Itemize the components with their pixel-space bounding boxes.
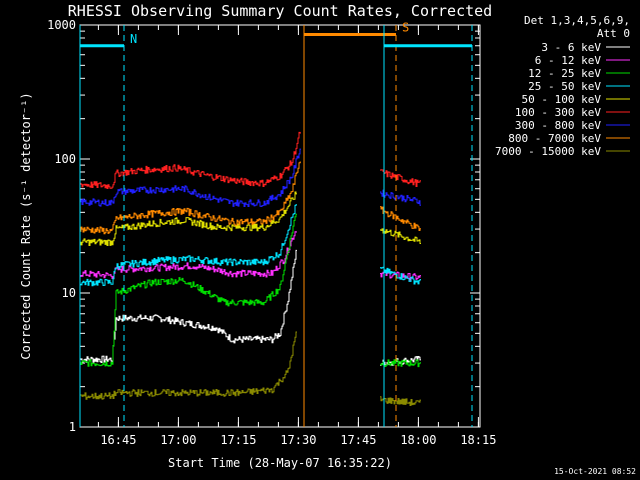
- chart-title: RHESSI Observing Summary Count Rates, Co…: [68, 2, 492, 20]
- series-line: [380, 206, 421, 231]
- y-axis-label: Corrected Count Rate (s⁻¹ detector⁻¹): [19, 92, 33, 359]
- series-line: [380, 359, 421, 368]
- legend-label: 25 - 50 keV: [528, 80, 601, 93]
- series-line: [80, 191, 297, 246]
- annotation-saa: S: [303, 20, 409, 427]
- series-line: [380, 169, 421, 187]
- series-7000-15000-kev: [80, 331, 421, 406]
- x-axis-ticks: 16:45 17:00 17:15 17:30 17:45 18:00 18:15: [97, 25, 496, 447]
- legend-label: 50 - 100 keV: [522, 93, 602, 106]
- x-axis-label: Start Time (28-May-07 16:35:22): [168, 456, 392, 470]
- x-tick-label: 18:00: [400, 433, 436, 447]
- legend-header-line-1: Det 1,3,4,5,6,9,: [524, 14, 630, 27]
- series-50-100-kev: [80, 191, 421, 246]
- series-100-300-kev: [80, 131, 421, 189]
- y-tick-label: 1000: [47, 18, 76, 32]
- legend-label: 6 - 12 keV: [535, 54, 602, 67]
- series-300-800-kev: [80, 148, 421, 207]
- series-line: [80, 131, 301, 189]
- annotation-night: N: [79, 25, 137, 427]
- y-axis-ticks: 1 10 100 1000: [47, 18, 480, 434]
- x-tick-label: 17:30: [280, 433, 316, 447]
- x-tick-label: 17:00: [160, 433, 196, 447]
- y-tick-label: 100: [54, 152, 76, 166]
- x-tick-label: 16:45: [100, 433, 136, 447]
- series-line: [380, 266, 421, 285]
- x-tick-label: 18:15: [460, 433, 496, 447]
- legend-header-line-2: Att 0: [597, 27, 630, 40]
- legend-label: 12 - 25 keV: [528, 67, 601, 80]
- series-line: [380, 189, 421, 206]
- legend-label: 100 - 300 keV: [515, 106, 601, 119]
- series-layer: [80, 131, 421, 406]
- legend-label: 3 - 6 keV: [541, 41, 601, 54]
- series-line: [380, 396, 421, 406]
- series-line: [80, 213, 297, 367]
- series-12-25-kev: [80, 213, 421, 368]
- legend-label: 800 - 7000 keV: [508, 132, 601, 145]
- series-line: [80, 204, 297, 287]
- y-tick-label: 1: [69, 420, 76, 434]
- x-tick-label: 17:45: [340, 433, 376, 447]
- series-line: [80, 161, 301, 235]
- series-25-50-kev: [80, 204, 421, 287]
- annotation-label: N: [130, 32, 137, 46]
- footer-timestamp: 15-Oct-2021 08:52: [554, 467, 636, 476]
- series-line: [80, 249, 297, 363]
- series-line: [380, 228, 421, 244]
- annotation-layer: NS: [79, 20, 473, 427]
- y-tick-label: 10: [62, 286, 76, 300]
- annotation-label: S: [402, 20, 409, 34]
- annotation-night: [383, 25, 473, 427]
- series-800-7000-kev: [80, 161, 421, 235]
- legend-label: 7000 - 15000 keV: [495, 145, 601, 158]
- series-line: [80, 331, 297, 400]
- legend-label: 300 - 800 keV: [515, 119, 601, 132]
- x-tick-label: 17:15: [220, 433, 256, 447]
- series-line: [80, 148, 301, 207]
